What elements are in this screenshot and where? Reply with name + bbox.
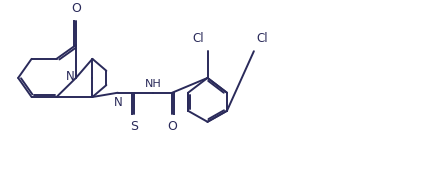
Text: O: O (71, 2, 81, 15)
Text: Cl: Cl (192, 32, 204, 45)
Text: N: N (113, 96, 122, 109)
Text: S: S (130, 120, 138, 133)
Text: Cl: Cl (256, 32, 268, 45)
Text: N: N (66, 70, 74, 82)
Text: NH: NH (144, 79, 161, 89)
Text: O: O (167, 120, 177, 133)
